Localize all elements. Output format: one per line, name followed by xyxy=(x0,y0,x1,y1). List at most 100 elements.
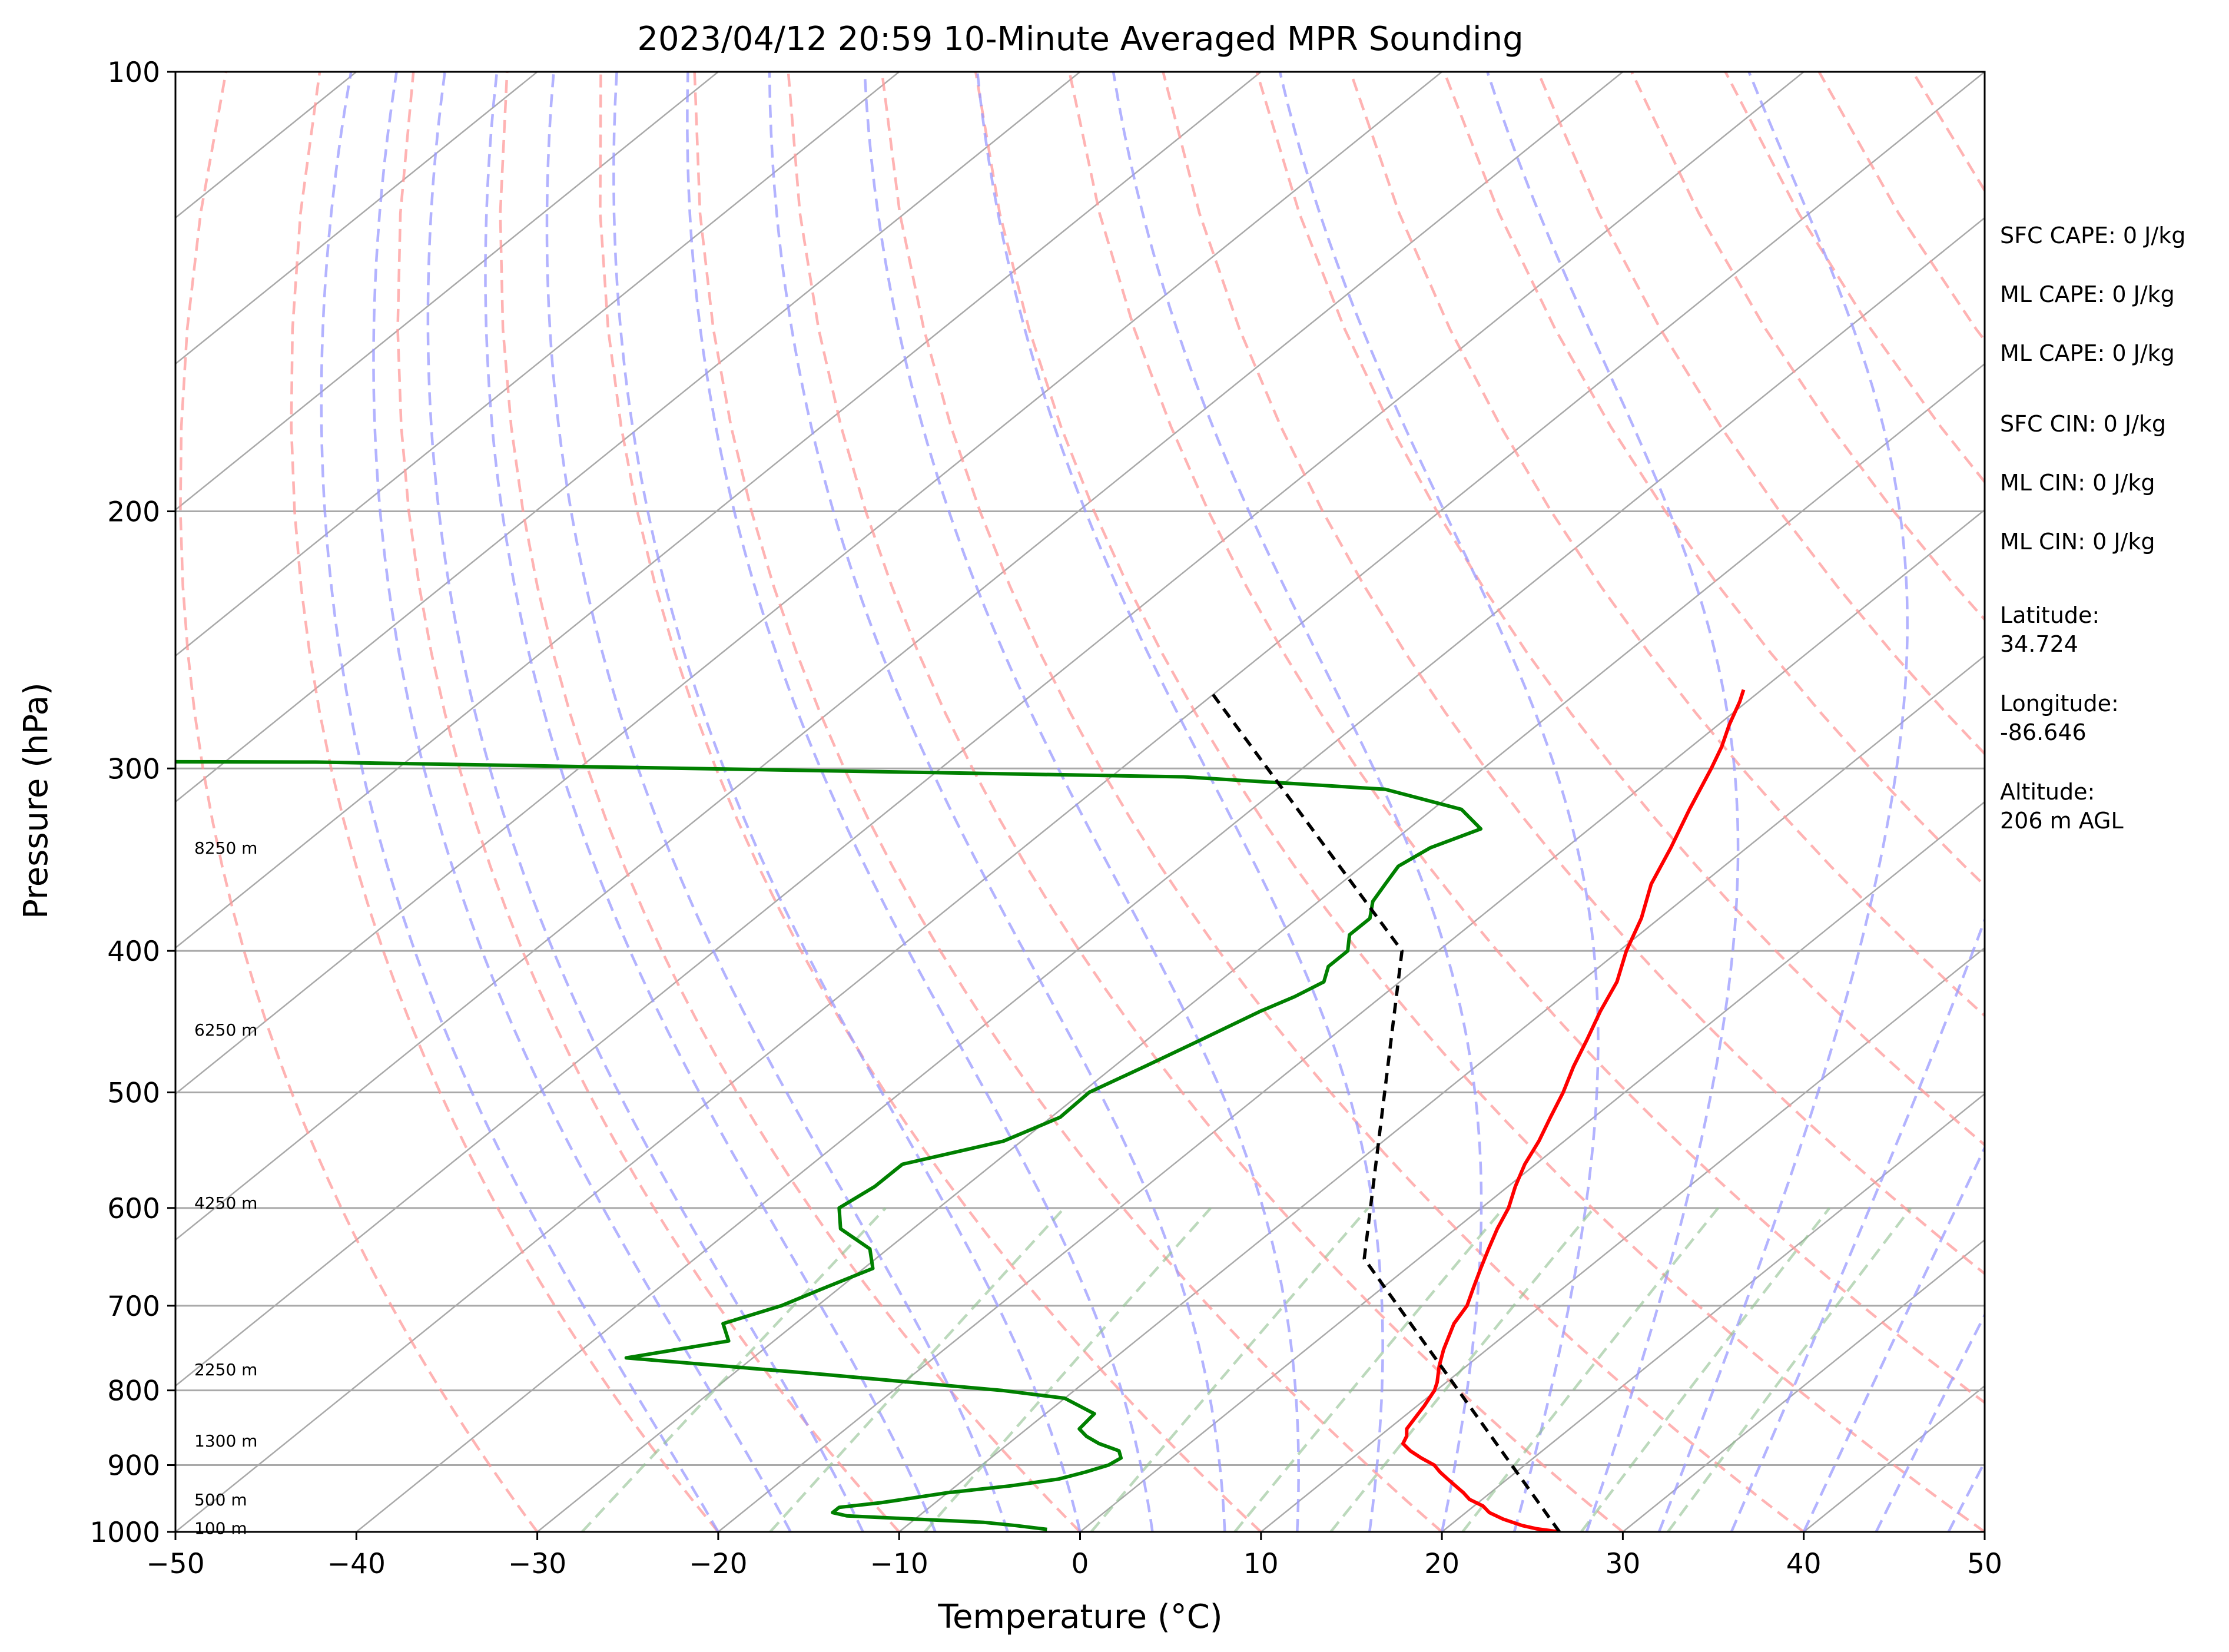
isotherm-line xyxy=(175,72,900,657)
isotherm-line xyxy=(175,72,538,365)
mixing-ratio-line xyxy=(769,1207,1066,1532)
y-tick-label: 500 xyxy=(107,1077,160,1109)
dry-adiabat-line xyxy=(974,72,1985,1532)
height-label: 6250 m xyxy=(194,1020,257,1040)
isotherm-line xyxy=(175,72,1081,803)
sfc-cape-text: SFC CAPE: 0 J/kg xyxy=(2000,223,2185,248)
isotherm-line xyxy=(1261,947,1985,1532)
dry-adiabat-line xyxy=(693,72,1443,1532)
moist-adiabat-line xyxy=(372,72,792,1532)
height-labels: 100 m 500 m 1300 m 2250 m 4250 m 6250 m 8250 m xyxy=(194,838,257,1538)
dry-adiabat-line xyxy=(880,72,1805,1532)
height-label: 100 m xyxy=(194,1519,247,1538)
mixing-ratio-line xyxy=(1580,1207,1831,1532)
isotherm-line xyxy=(718,509,1985,1532)
moist-adiabat-line xyxy=(1730,916,1985,1532)
x-axis-label: Temperature (°C) xyxy=(937,1598,1222,1636)
x-tick-label: −20 xyxy=(689,1548,747,1580)
moist-adiabat-line xyxy=(612,72,1082,1532)
dry-adiabat-line xyxy=(1442,72,1985,888)
y-axis-label: Pressure (hPa) xyxy=(17,682,55,919)
dry-adiabat-line xyxy=(787,72,1624,1532)
x-tick-label: −40 xyxy=(327,1548,386,1580)
y-tick-label: 1000 xyxy=(89,1517,160,1549)
isotherm-line xyxy=(175,72,1442,1095)
moist-adiabat-line xyxy=(1657,72,1909,1532)
ml-cape-text: ML CAPE: 0 J/kg xyxy=(2000,281,2175,307)
altitude-label: Altitude: xyxy=(2000,779,2095,805)
isotherm-line xyxy=(898,655,1985,1532)
x-tick-label: −30 xyxy=(508,1548,566,1580)
temperature-line xyxy=(1401,689,1746,1532)
mixing-ratio-line xyxy=(1090,1207,1369,1532)
mixing-ratio-line xyxy=(581,1207,887,1532)
y-axis-ticks: 100 200 300 400 500 600 700 800 900 1000 xyxy=(89,57,175,1549)
ml-cin-text-2: ML CIN: 0 J/kg xyxy=(2000,529,2155,555)
dry-adiabat-line xyxy=(2194,72,2229,1532)
isotherm-line xyxy=(175,72,719,511)
y-tick-label: 300 xyxy=(107,753,160,785)
y-tick-label: 700 xyxy=(107,1291,160,1323)
y-tick-label: 400 xyxy=(107,936,160,968)
parcel-line xyxy=(1212,694,1561,1532)
data-lines xyxy=(175,689,1746,1532)
isotherm-line xyxy=(175,72,1624,1241)
isotherm-line xyxy=(1441,1093,1985,1532)
x-tick-label: 10 xyxy=(1243,1548,1279,1580)
mixing-ratio-line xyxy=(1667,1207,1912,1532)
x-tick-label: 40 xyxy=(1786,1548,1822,1580)
x-axis-ticks: −50 −40 −30 −20 −10 0 10 20 30 40 50 xyxy=(146,1532,2002,1580)
longitude-label: Longitude: xyxy=(2000,691,2119,716)
height-label: 4250 m xyxy=(194,1193,257,1213)
height-label: 1300 m xyxy=(194,1431,257,1451)
height-label: 2250 m xyxy=(194,1360,257,1379)
moist-adiabat-line xyxy=(768,72,1226,1532)
moist-adiabat-line xyxy=(863,72,1300,1532)
moist-adiabat-line xyxy=(545,72,1009,1532)
moist-adiabat-line xyxy=(976,72,1384,1532)
ml-cape-text-2: ML CAPE: 0 J/kg xyxy=(2000,340,2175,366)
latitude-label: Latitude: xyxy=(2000,602,2099,628)
height-label: 8250 m xyxy=(194,838,257,858)
chart-title: 2023/04/12 20:59 10-Minute Averaged MPR … xyxy=(637,20,1523,58)
y-tick-label: 600 xyxy=(107,1193,160,1225)
sfc-cin-text: SFC CIN: 0 J/kg xyxy=(2000,411,2166,437)
moist-adiabat-line xyxy=(1112,72,1483,1532)
mixing-ratio-line xyxy=(1233,1207,1505,1532)
moist-adiabat-line xyxy=(686,72,1154,1532)
dry-adiabat-line xyxy=(1068,72,1985,1405)
mixing-ratio-line xyxy=(1329,1207,1596,1532)
isotherm-line xyxy=(175,72,1262,949)
dry-adiabat-line xyxy=(599,72,1262,1532)
dry-adiabat-line xyxy=(179,72,539,1532)
y-tick-label: 100 xyxy=(107,57,160,89)
x-tick-label: 50 xyxy=(1967,1548,2002,1580)
longitude-value: -86.646 xyxy=(2000,719,2087,745)
moist-adiabat-line xyxy=(1486,72,1740,1532)
x-tick-label: 20 xyxy=(1424,1548,1460,1580)
ml-cin-text: ML CIN: 0 J/kg xyxy=(2000,470,2155,496)
dry-adiabat-line xyxy=(290,72,719,1532)
isotherm-line xyxy=(175,72,1805,1387)
y-tick-label: 200 xyxy=(107,496,160,529)
isotherm-line xyxy=(536,363,1985,1532)
isotherm-line xyxy=(356,217,1985,1532)
moist-adiabat-line xyxy=(426,72,864,1532)
isotherm-line xyxy=(175,72,1985,1532)
info-panel: SFC CAPE: 0 J/kg ML CAPE: 0 J/kg ML CAPE… xyxy=(2000,223,2185,834)
dry-adiabat-line xyxy=(1162,72,1985,1276)
mixing-ratio-line xyxy=(1461,1207,1720,1532)
dry-adiabat-line xyxy=(1349,72,1985,1018)
moist-adiabat-line xyxy=(484,72,937,1532)
mixing-ratio-line xyxy=(924,1207,1212,1532)
dewpoint-line xyxy=(175,759,1483,1531)
height-label: 500 m xyxy=(194,1490,247,1510)
altitude-value: 206 m AGL xyxy=(2000,808,2124,834)
x-tick-label: 30 xyxy=(1605,1548,1640,1580)
background-lines xyxy=(175,72,2229,1532)
dry-adiabat-line xyxy=(499,72,1082,1532)
x-tick-label: −10 xyxy=(870,1548,928,1580)
latitude-value: 34.724 xyxy=(2000,631,2078,657)
dry-adiabat-line xyxy=(396,72,900,1532)
